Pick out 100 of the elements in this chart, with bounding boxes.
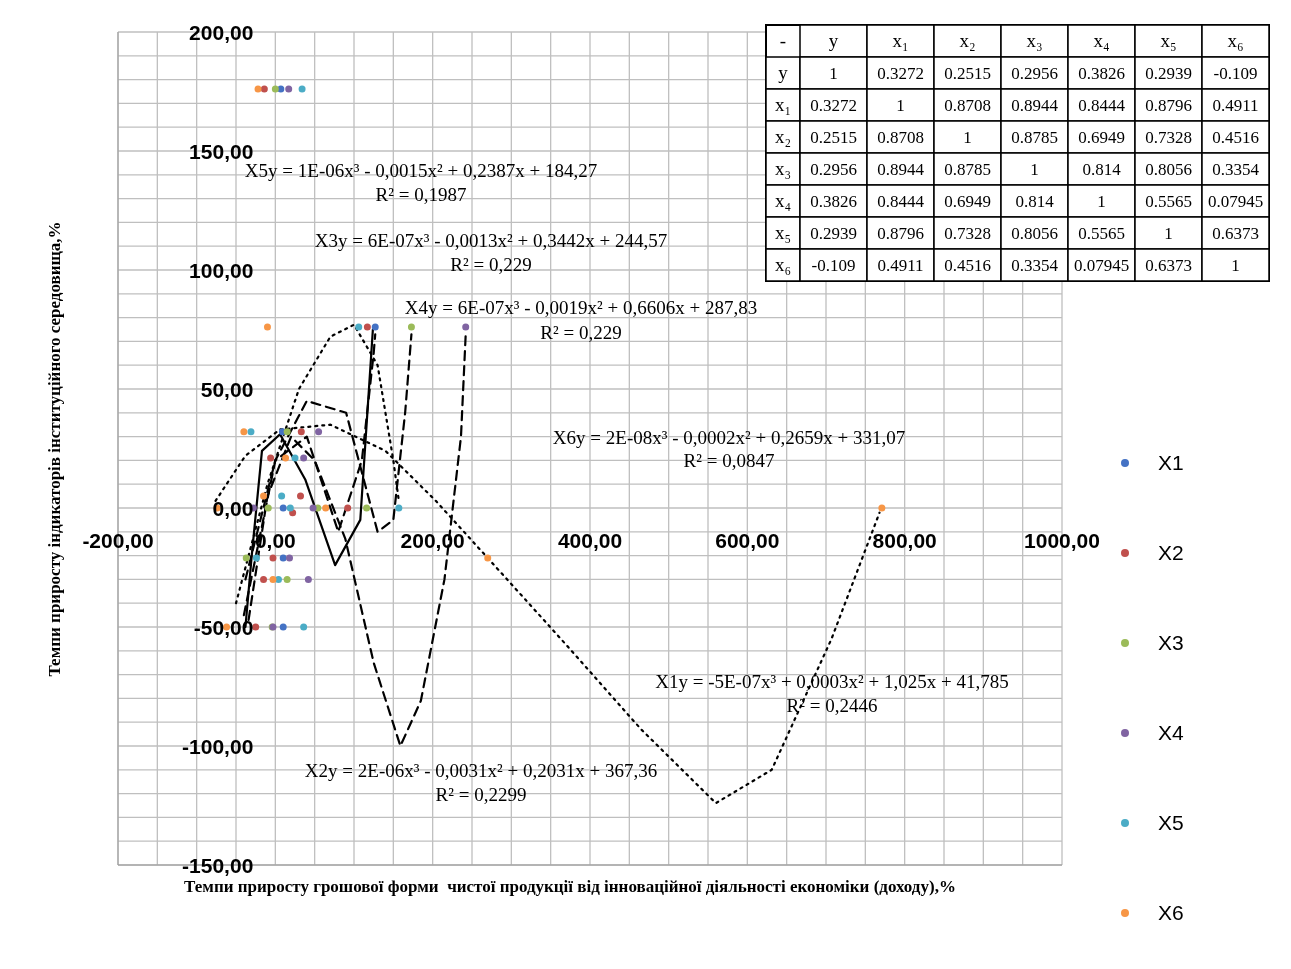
data-label: 0.6373 (1145, 256, 1192, 275)
data-label: 0.5565 (1145, 192, 1192, 211)
point (267, 454, 275, 462)
legend-label: X2 (1158, 541, 1184, 565)
annotation: - (779, 30, 787, 51)
y-tick-label: 100,00 (189, 259, 254, 282)
annotation: R² = 0,2299 (435, 783, 527, 805)
y-tick-label: -100,00 (182, 735, 254, 758)
point (260, 85, 268, 93)
data-label: 0.07945 (1207, 192, 1264, 211)
point (264, 504, 272, 512)
point (279, 623, 287, 631)
legend-label: X3 (1158, 631, 1184, 655)
point (300, 623, 308, 631)
legend-label: X5 (1158, 811, 1184, 835)
data-label: 0.2956 (1011, 64, 1058, 83)
point (242, 554, 250, 562)
y-axis-title: Темпи приросту індикаторів інституційного середовища,% (45, 220, 65, 677)
point (247, 428, 255, 436)
x-tick-label: 1000,00 (1024, 529, 1100, 552)
x-tick-label: x₂ (959, 30, 976, 51)
legend-label: X1 (1158, 451, 1184, 475)
data-label: 0.4516 (944, 256, 991, 275)
x-tick-label: 200,00 (400, 529, 465, 552)
data-label: 0.5565 (1078, 224, 1125, 243)
point (271, 85, 279, 93)
point (298, 85, 306, 93)
data-label: 0.6949 (1078, 128, 1125, 147)
point (291, 454, 299, 462)
x-tick-label: x₁ (892, 30, 909, 51)
point (282, 454, 290, 462)
x-tick-label: x₃ (1026, 30, 1043, 51)
data-label: 0.6373 (1212, 224, 1259, 243)
point (285, 85, 293, 93)
point (322, 504, 330, 512)
annotation: X4y = 6E-07x³ - 0,0019x² + 0,6606x + 287,83 (404, 296, 758, 318)
y-tick-label: 0,00 (212, 497, 254, 520)
x-tick-label: 400,00 (557, 529, 623, 552)
annotation: X2y = 2E-06x³ - 0,0031x² + 0,2031x + 367,36 (304, 759, 658, 781)
data-label: -0.109 (1213, 64, 1258, 83)
point (395, 504, 403, 512)
data-label: 0.3272 (810, 96, 857, 115)
data-label: 0.3354 (1011, 256, 1059, 275)
data-label: 0.2956 (810, 160, 857, 179)
data-label: 1 (1097, 192, 1106, 211)
point (254, 85, 262, 93)
legend-label: X4 (1158, 721, 1184, 745)
data-label: 1 (829, 64, 838, 83)
data-label: 0.07945 (1073, 256, 1130, 275)
point (315, 428, 323, 436)
data-label: 0.3826 (810, 192, 857, 211)
data-label: 0.4911 (877, 256, 924, 275)
data-label: 0.814 (1082, 160, 1122, 179)
point (407, 323, 415, 331)
data-label: 0.8944 (1011, 96, 1059, 115)
data-label: 0.8785 (1011, 128, 1058, 147)
data-label: 0.8785 (944, 160, 991, 179)
data-label: 0.2939 (810, 224, 857, 243)
point (283, 575, 291, 583)
point (274, 575, 282, 583)
point (279, 554, 287, 562)
point (304, 575, 312, 583)
data-label: 1 (1030, 160, 1039, 179)
data-label: 0.8708 (944, 96, 991, 115)
data-label: 0.8708 (877, 128, 924, 147)
data-label: 0.2939 (1145, 64, 1192, 83)
point (252, 554, 260, 562)
point (263, 323, 271, 331)
data-label: 0.8944 (877, 160, 925, 179)
annotation: R² = 0,229 (450, 253, 532, 275)
data-label: 0.8444 (1078, 96, 1126, 115)
x-tick-label: 800,00 (872, 529, 937, 552)
point (363, 323, 371, 331)
data-label: 0.8056 (1145, 160, 1192, 179)
point (269, 554, 277, 562)
point (278, 492, 286, 500)
data-label: -0.109 (811, 256, 856, 275)
y-tick-label: -50,00 (193, 616, 254, 639)
point (309, 504, 317, 512)
annotation: X3y = 6E-07x³ - 0,0013x² + 0,3442x + 244,57 (314, 229, 668, 251)
annotation: R² = 0,1987 (375, 183, 467, 205)
data-label: 0.8056 (1011, 224, 1058, 243)
x-tick-label: x₅ (1160, 30, 1177, 51)
annotation: R² = 0,229 (540, 321, 622, 343)
data-label: 0.8444 (877, 192, 925, 211)
point (269, 575, 277, 583)
point (363, 504, 371, 512)
y-tick-label: x₂ (774, 126, 792, 147)
y-tick-label: x₆ (774, 254, 792, 275)
data-label: 0.3826 (1078, 64, 1125, 83)
data-label: 1 (1231, 256, 1240, 275)
point (300, 454, 308, 462)
y-tick-label: 50,00 (200, 378, 254, 401)
data-label: 0.7328 (1145, 128, 1192, 147)
point (283, 428, 291, 436)
point (344, 504, 352, 512)
annotation: R² = 0,0847 (683, 449, 775, 471)
point (286, 504, 294, 512)
data-label: 0.814 (1015, 192, 1055, 211)
x-tick-label: -200,00 (82, 529, 154, 552)
